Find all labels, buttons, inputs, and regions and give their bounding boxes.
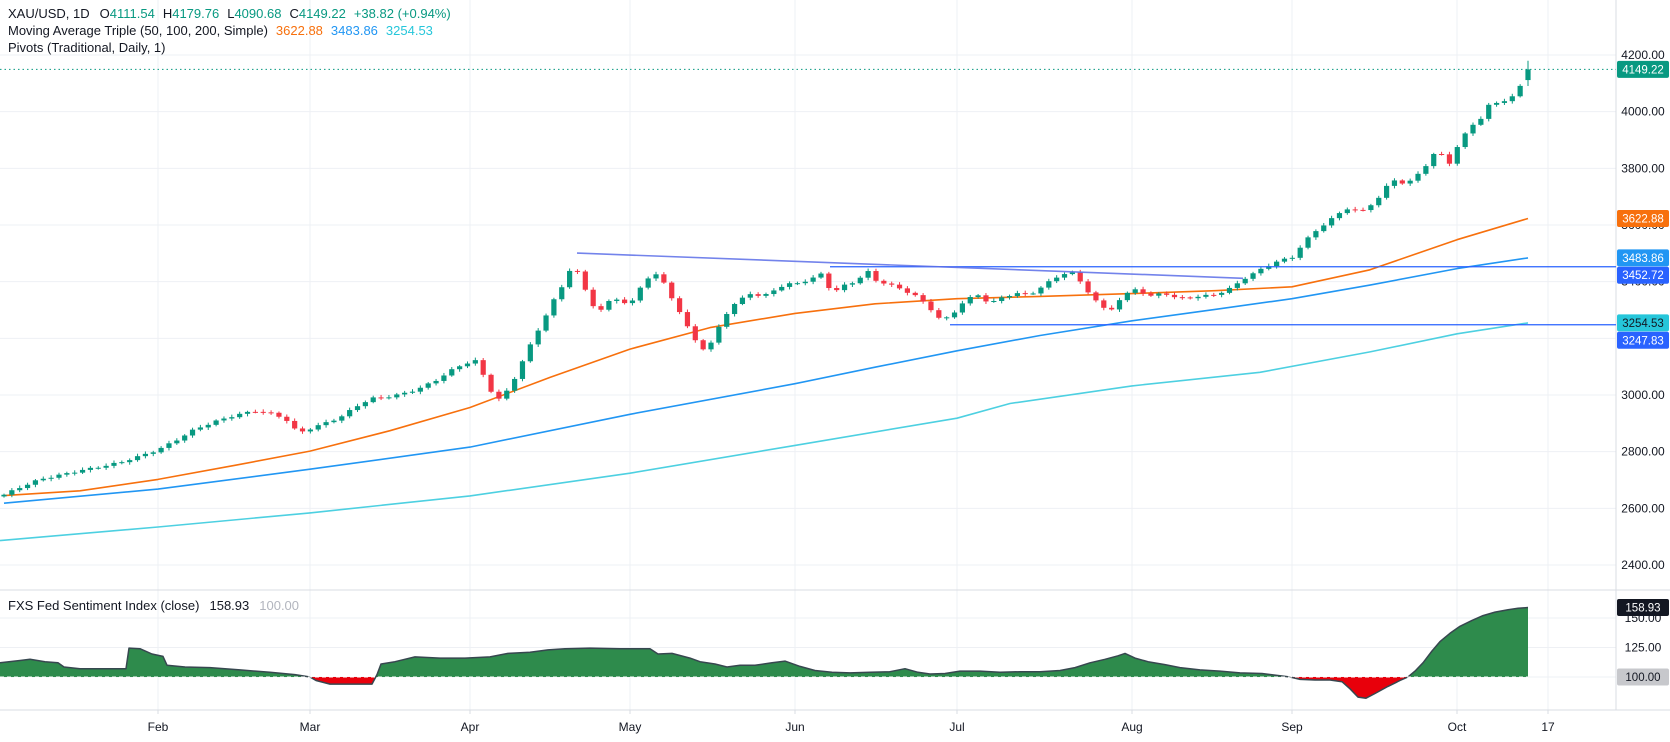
svg-text:2600.00: 2600.00 (1621, 501, 1665, 515)
svg-text:Apr: Apr (461, 720, 480, 734)
svg-text:3000.00: 3000.00 (1621, 388, 1665, 402)
close-value: 4149.22 (298, 6, 346, 21)
svg-text:Jul: Jul (949, 720, 964, 734)
svg-text:3254.53: 3254.53 (1622, 318, 1664, 330)
svg-text:3247.83: 3247.83 (1622, 335, 1664, 347)
axis-badges: 4149.22 3622.88 3483.86 3452.72 3254.53 3247.… (1617, 60, 1669, 686)
svg-text:125.00: 125.00 (1625, 641, 1662, 655)
svg-text:4200.00: 4200.00 (1621, 48, 1665, 62)
svg-text:Oct: Oct (1448, 720, 1467, 734)
price-axis[interactable]: 4200.004000.003800.003600.003400.003200.… (1621, 48, 1665, 684)
sentiment-indicator-title: FXS Fed Sentiment Index (close) (8, 598, 200, 613)
svg-text:Sep: Sep (1281, 720, 1303, 734)
candles-layer[interactable] (1, 60, 1531, 498)
svg-text:3622.88: 3622.88 (1622, 214, 1664, 226)
svg-text:Jun: Jun (785, 720, 804, 734)
legend-symbol-row[interactable]: XAU/USD, 1D O4111.54 H4179.76 L4090.68 C4149… (8, 6, 451, 22)
low-label: L (227, 6, 235, 21)
legend-pivots-row[interactable]: Pivots (Traditional, Daily, 1) (8, 40, 451, 56)
open-label: O (99, 6, 110, 21)
svg-text:17: 17 (1541, 720, 1555, 734)
close-label: C (289, 6, 299, 21)
ma200-line[interactable] (0, 322, 1529, 542)
sentiment-area[interactable] (0, 606, 1529, 699)
svg-text:2800.00: 2800.00 (1621, 445, 1665, 459)
svg-text:May: May (619, 720, 642, 734)
svg-text:Aug: Aug (1121, 720, 1142, 734)
svg-text:Mar: Mar (300, 720, 321, 734)
legend-ma-row[interactable]: Moving Average Triple (50, 100, 200, Sim… (8, 23, 451, 39)
high-value: 4179.76 (172, 6, 220, 21)
svg-text:Feb: Feb (148, 720, 169, 734)
svg-text:158.93: 158.93 (1625, 602, 1660, 614)
svg-text:100.00: 100.00 (1625, 672, 1660, 684)
high-label: H (162, 6, 173, 21)
ma100-line[interactable] (3, 257, 1529, 504)
change-value: +38.82 (+0.94%) (353, 6, 451, 21)
ma100-value: 3483.86 (330, 23, 378, 38)
low-value: 4090.68 (234, 6, 282, 21)
svg-text:3483.86: 3483.86 (1622, 253, 1664, 265)
sentiment-baseline-value: 100.00 (259, 598, 300, 613)
pane-borders (0, 0, 1670, 711)
svg-text:3452.72: 3452.72 (1622, 270, 1664, 282)
sentiment-value: 158.93 (209, 598, 250, 613)
legend-panel: XAU/USD, 1D O4111.54 H4179.76 L4090.68 C4149… (8, 6, 451, 57)
symbol-title: XAU/USD, 1D (8, 6, 90, 21)
svg-text:4000.00: 4000.00 (1621, 105, 1665, 119)
ma200-value: 3254.53 (385, 23, 433, 38)
pivot-levels[interactable] (830, 266, 1616, 326)
open-value: 4111.54 (109, 6, 155, 21)
trendline[interactable] (576, 252, 1244, 280)
pivots-indicator-title: Pivots (Traditional, Daily, 1) (8, 40, 166, 55)
time-axis[interactable]: Feb Mar Apr May Jun Jul Aug Sep Oct 17 (148, 710, 1555, 734)
ma-indicator-title: Moving Average Triple (50, 100, 200, Sim… (8, 23, 268, 38)
ma50-line[interactable] (3, 217, 1529, 497)
svg-text:2400.00: 2400.00 (1621, 558, 1665, 572)
svg-text:3800.00: 3800.00 (1621, 161, 1665, 175)
ma50-value: 3622.88 (275, 23, 323, 38)
svg-text:4149.22: 4149.22 (1622, 64, 1664, 76)
legend-sentiment-row[interactable]: FXS Fed Sentiment Index (close) 158.93 100… (8, 598, 299, 613)
